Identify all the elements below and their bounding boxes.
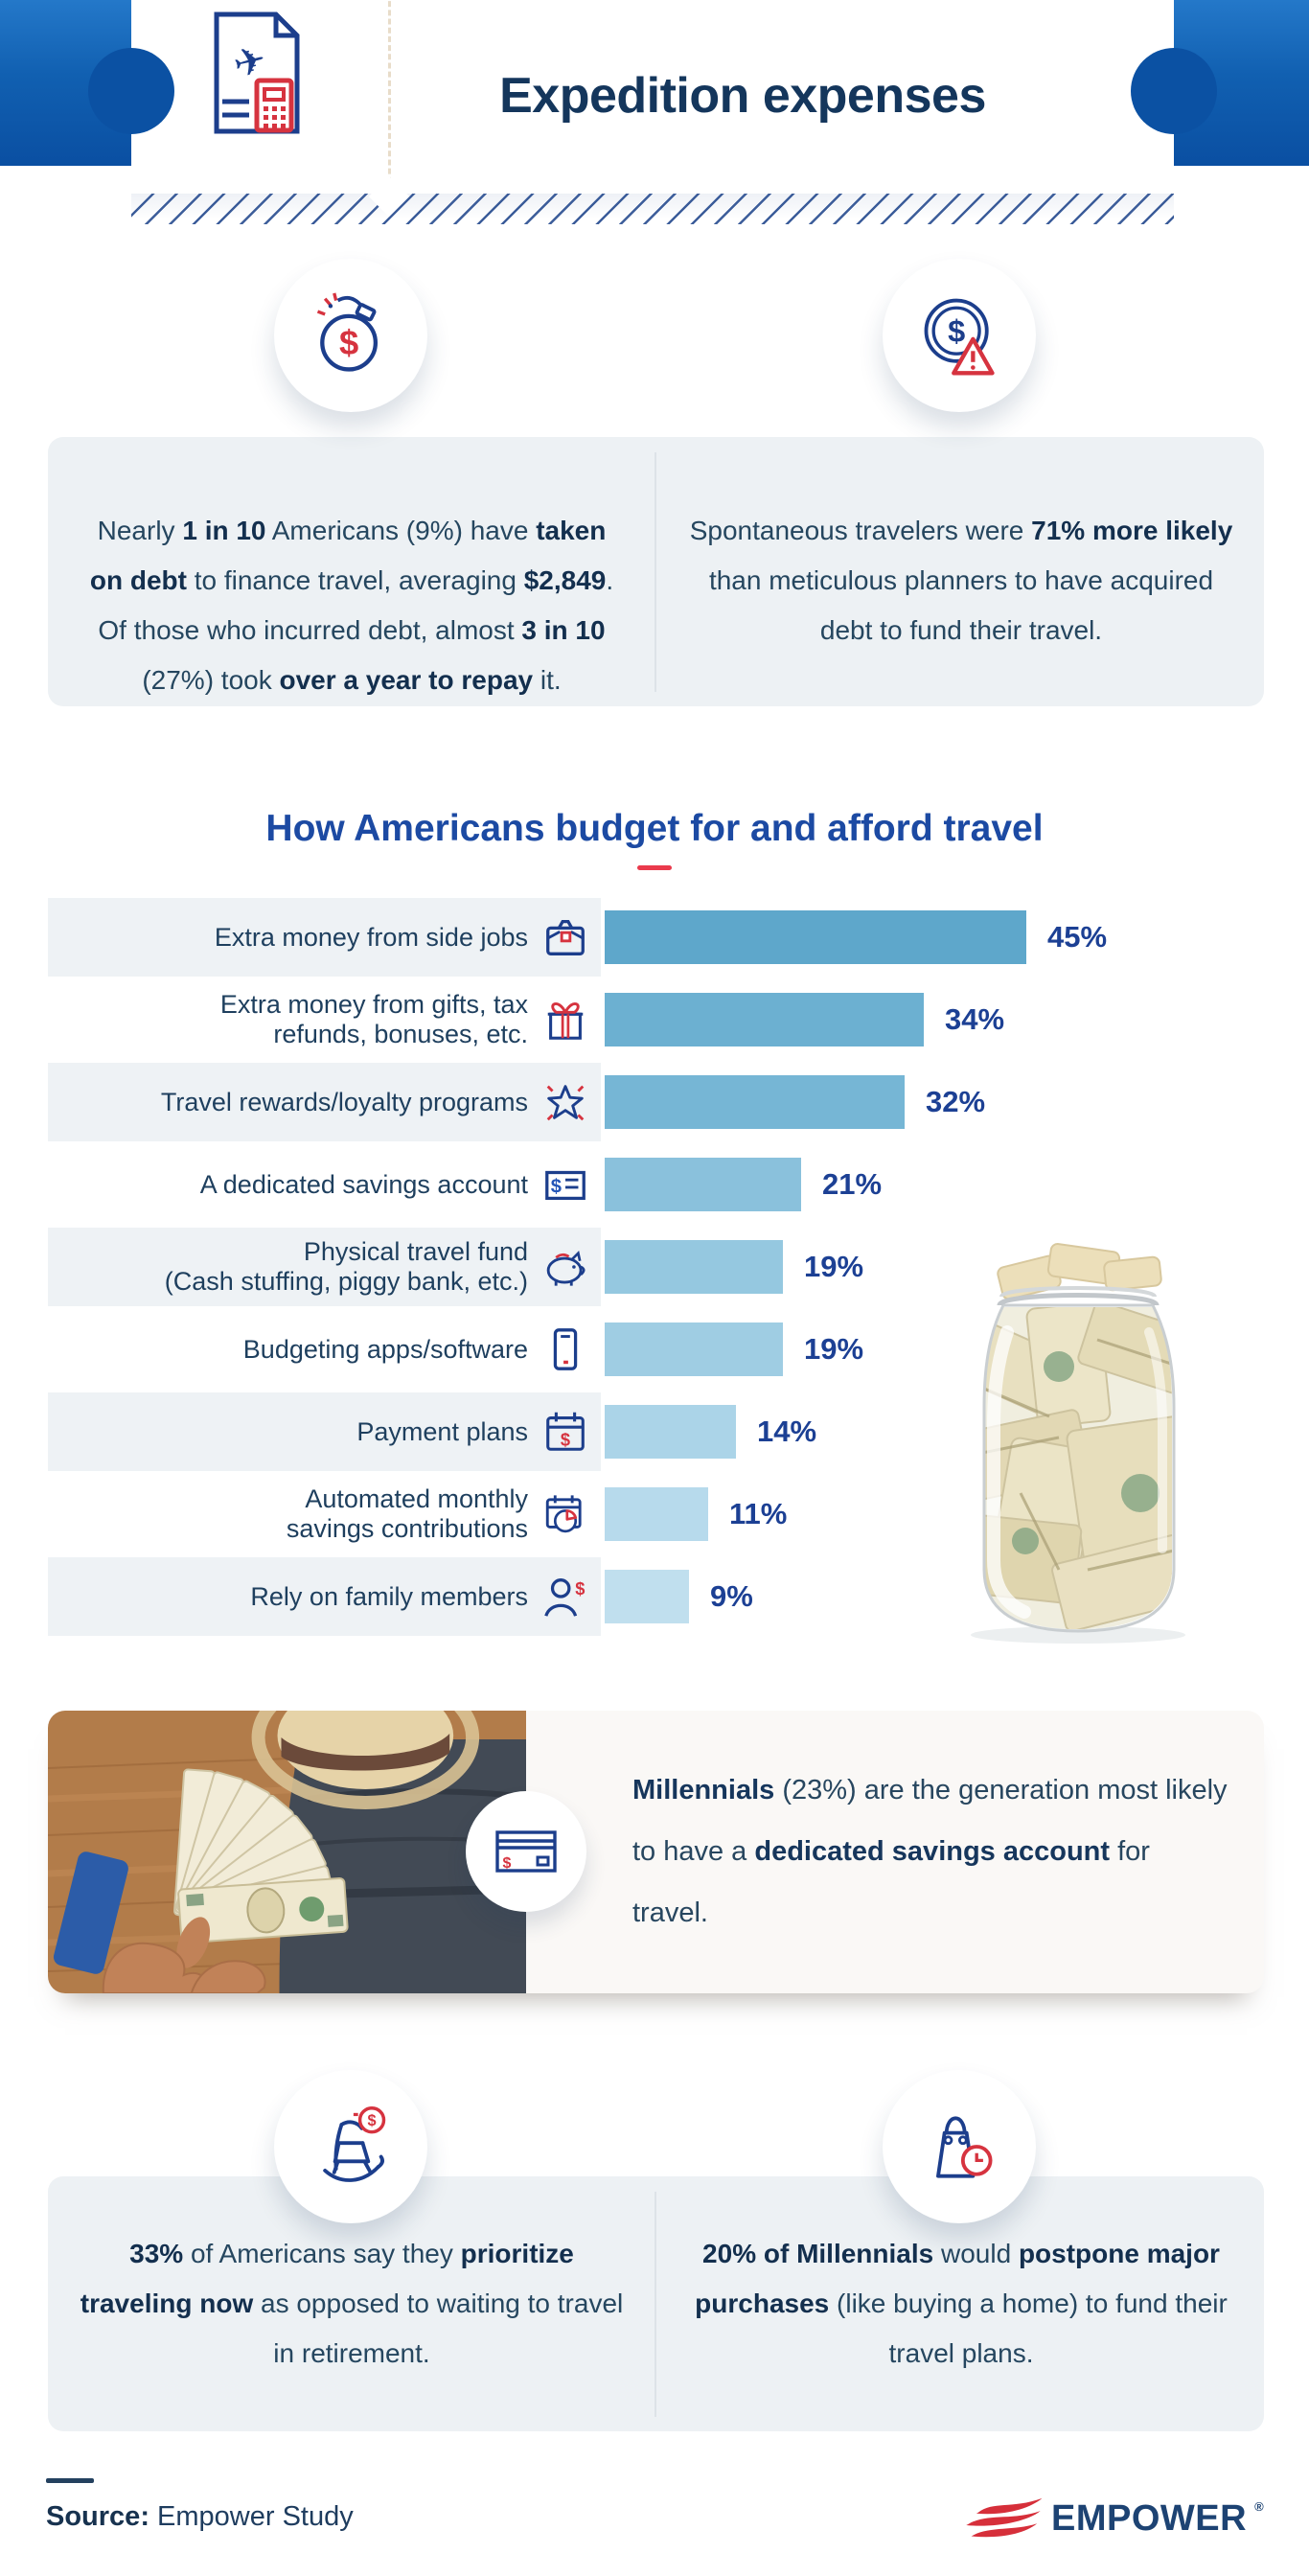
travel-invoice-icon: ✈ <box>207 10 312 136</box>
briefcase-icon <box>541 913 589 961</box>
row-label: Payment plans <box>356 1416 528 1446</box>
header-ticket <box>131 0 1174 194</box>
row-label-cell: Budgeting apps/software <box>48 1310 601 1389</box>
chart-row: Payment plans $14% <box>48 1391 1264 1473</box>
stat-text-prioritize: 33% of Americans say they prioritize tra… <box>80 2239 624 2368</box>
stat-card-top-divider <box>654 452 656 692</box>
row-label-cell: Rely on family members $ <box>48 1557 601 1636</box>
coin-alert-icon: $ <box>883 259 1036 412</box>
bar-value: 19% <box>804 1332 864 1366</box>
registered-mark: ® <box>1254 2498 1264 2514</box>
bar <box>605 1240 783 1294</box>
bar <box>605 1405 736 1459</box>
money-hands-photo <box>48 1711 526 1993</box>
row-label-cell: Payment plans $ <box>48 1392 601 1471</box>
chart-row: Physical travel fund (Cash stuffing, pigg… <box>48 1226 1264 1308</box>
row-label-cell: A dedicated savings account $ <box>48 1145 601 1224</box>
row-label: Physical travel fund (Cash stuffing, pigg… <box>164 1237 528 1296</box>
ticket-notch-right <box>1131 48 1217 134</box>
row-label: A dedicated savings account <box>199 1169 528 1199</box>
bar <box>605 1158 801 1211</box>
svg-text:$: $ <box>948 314 965 349</box>
row-label-cell: Automated monthly savings contributions <box>48 1475 601 1553</box>
bar-value: 9% <box>710 1579 753 1613</box>
budget-bar-chart: Extra money from side jobs 45% Extra money… <box>48 896 1264 1638</box>
savings-note-icon: $ <box>541 1161 589 1208</box>
stat-text-debt: Nearly 1 in 10 Americans (9%) have taken… <box>89 516 614 695</box>
calendar-chart-icon <box>541 1490 589 1538</box>
piggy-bank-icon <box>541 1243 589 1291</box>
bag-clock-icon <box>883 2070 1036 2223</box>
footer-dash <box>46 2478 94 2483</box>
person-dollar-icon: $ <box>541 1573 589 1621</box>
row-label-cell: Physical travel fund (Cash stuffing, pigg… <box>48 1228 601 1306</box>
ticket-shadow-hatch <box>131 194 1174 224</box>
bar <box>605 1570 689 1623</box>
millennials-text: Millennials (23%) are the generation mos… <box>632 1775 1228 1928</box>
money-jar-image <box>944 1206 1212 1646</box>
chart-row: A dedicated savings account $21% <box>48 1143 1264 1226</box>
ticket-notch-left <box>88 48 174 134</box>
phone-icon <box>541 1325 589 1373</box>
stat-text-spontaneous: Spontaneous travelers were 71% more like… <box>689 516 1233 645</box>
bar <box>605 910 1026 964</box>
calendar-dollar-icon: $ <box>541 1408 589 1456</box>
svg-text:$: $ <box>561 1429 570 1449</box>
bar <box>605 1075 905 1129</box>
chart-row: Extra money from gifts, tax refunds, bonu… <box>48 978 1264 1061</box>
bar <box>605 993 924 1046</box>
row-label-cell: Extra money from gifts, tax refunds, bonu… <box>48 980 601 1059</box>
row-label: Extra money from side jobs <box>214 922 528 952</box>
row-label-cell: Extra money from side jobs <box>48 898 601 977</box>
row-label: Automated monthly savings contributions <box>286 1484 528 1543</box>
bar <box>605 1322 783 1376</box>
bar <box>605 1487 708 1541</box>
row-label: Travel rewards/loyalty programs <box>160 1087 528 1116</box>
chart-row: Travel rewards/loyalty programs 32% <box>48 1061 1264 1143</box>
empower-flag-icon <box>961 2493 1045 2544</box>
ticket-dashed-divider <box>388 0 391 192</box>
source-text: Source: Empower Study <box>46 2501 354 2532</box>
row-label: Extra money from gifts, tax refunds, bonu… <box>219 990 528 1048</box>
stat-text-postpone: 20% of Millennials would postpone major … <box>695 2239 1228 2368</box>
chart-title: How Americans budget for and afford trav… <box>265 808 1044 849</box>
bar-value: 19% <box>804 1250 864 1283</box>
bar-value: 14% <box>757 1414 817 1448</box>
chart-row: Budgeting apps/software 19% <box>48 1308 1264 1391</box>
chart-row: Rely on family members $9% <box>48 1555 1264 1638</box>
page-title: Expedition expenses <box>499 68 986 124</box>
chart-row: Automated monthly savings contributions 11… <box>48 1473 1264 1555</box>
bar-value: 34% <box>945 1002 1005 1036</box>
bar-value: 45% <box>1047 920 1108 954</box>
row-label-cell: Travel rewards/loyalty programs <box>48 1063 601 1141</box>
chart-title-underline <box>637 865 672 870</box>
svg-text:$: $ <box>551 1177 562 1198</box>
svg-text:$: $ <box>339 323 358 362</box>
svg-text:$: $ <box>503 1855 512 1872</box>
stat-card-bottom-divider <box>654 2192 656 2417</box>
credit-card-icon: $ <box>466 1791 586 1912</box>
bar-value: 21% <box>822 1167 883 1201</box>
svg-text:$: $ <box>575 1578 585 1598</box>
bar-value: 32% <box>926 1085 986 1118</box>
gift-icon <box>541 996 589 1044</box>
rocking-chair-icon: $ <box>274 2070 427 2223</box>
empower-logo: EMPOWER ® <box>961 2492 1264 2545</box>
empower-wordmark: EMPOWER <box>1051 2497 1248 2539</box>
chart-row: Extra money from side jobs 45% <box>48 896 1264 978</box>
row-label: Rely on family members <box>250 1581 528 1611</box>
star-sparkle-icon <box>541 1078 589 1126</box>
svg-text:$: $ <box>368 2112 377 2129</box>
row-label: Budgeting apps/software <box>242 1334 528 1364</box>
money-bomb-icon: $ <box>274 259 427 412</box>
bar-value: 11% <box>729 1497 788 1530</box>
